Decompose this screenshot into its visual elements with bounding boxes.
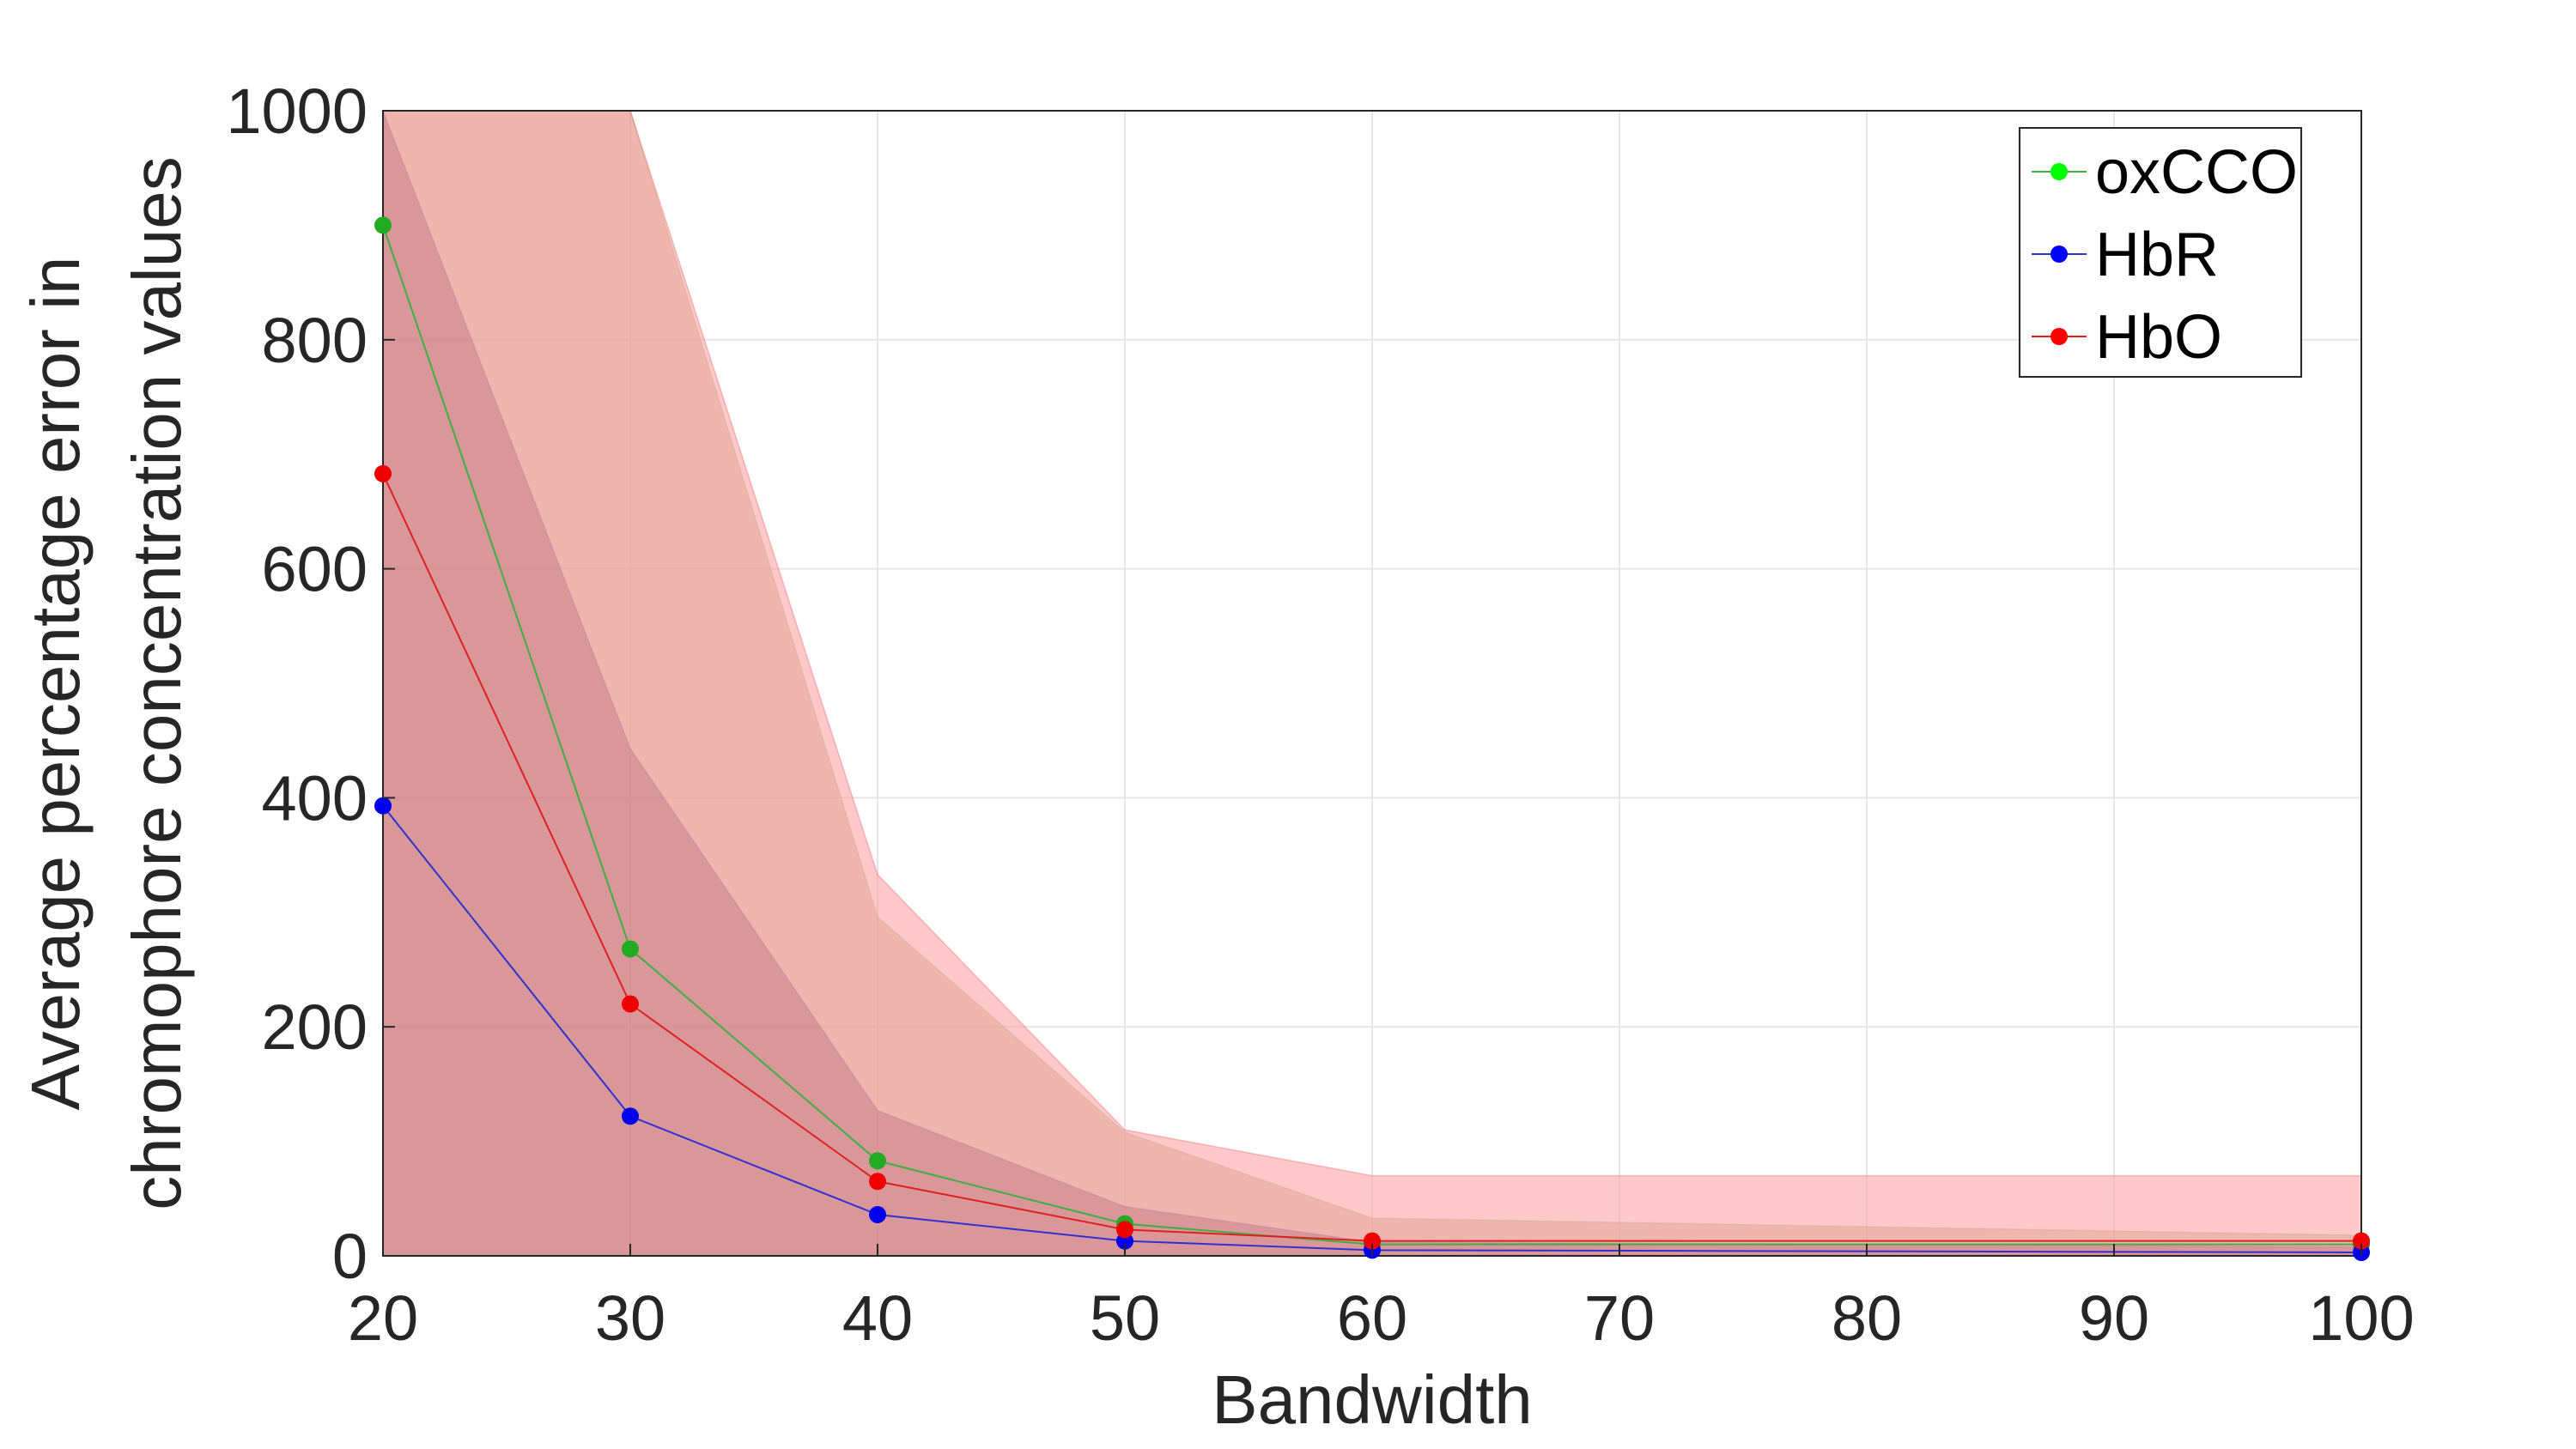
- y-tick-label: 600: [262, 534, 368, 605]
- x-tick-label: 70: [1584, 1282, 1655, 1354]
- legend-marker-oxcco: [2050, 163, 2068, 180]
- hbo-point: [374, 464, 392, 482]
- x-tick-label: 50: [1090, 1282, 1160, 1354]
- oxcco-point: [622, 940, 639, 958]
- oxcco-line: [383, 225, 2361, 1246]
- oxcco-point: [869, 1152, 886, 1170]
- legend-marker-hbo: [2050, 328, 2068, 345]
- hbr-point: [869, 1205, 886, 1223]
- y-axis-title-line-1: Average percentage error in: [17, 257, 94, 1111]
- legend-label-oxcco: oxCCO: [2095, 138, 2298, 207]
- y-tick-label: 200: [262, 991, 368, 1063]
- hbo-point: [1364, 1232, 1381, 1250]
- hbo-point: [622, 995, 639, 1013]
- series-lines: [383, 225, 2361, 1253]
- x-tick-label: 40: [842, 1282, 913, 1354]
- y-tick-label: 400: [262, 762, 368, 834]
- legend: oxCCO HbR HbO: [2019, 127, 2302, 378]
- x-tick-label: 80: [1832, 1282, 1902, 1354]
- y-axis-title: Average percentage error in chromophore …: [17, 156, 195, 1210]
- x-axis-title: Bandwidth: [1212, 1361, 1533, 1438]
- x-tick-label: 90: [2079, 1282, 2149, 1354]
- x-tick-label: 100: [2308, 1282, 2414, 1354]
- y-axis-ticks: 0 200 400 600 800 1000: [226, 76, 395, 1292]
- hbo-point: [869, 1173, 886, 1191]
- error-bands: [383, 111, 2361, 1256]
- hbr-point: [622, 1107, 639, 1125]
- y-tick-label: 1000: [226, 76, 368, 147]
- hbr-line: [383, 805, 2361, 1253]
- x-axis-ticks: 20 30 40 50 60 70 80 90 100: [348, 1244, 2415, 1354]
- x-tick-label: 20: [348, 1282, 418, 1354]
- hbo-error-band: [383, 111, 2361, 1256]
- hbo-point: [2353, 1232, 2370, 1250]
- series-markers: [374, 216, 2370, 1261]
- hbo-point: [1116, 1221, 1133, 1239]
- x-tick-label: 60: [1337, 1282, 1407, 1354]
- oxcco-point: [374, 216, 392, 234]
- y-axis-title-line-2: chromophore concentration values: [118, 156, 195, 1210]
- legend-label-hbr: HbR: [2095, 221, 2219, 289]
- hbr-point: [374, 797, 392, 815]
- x-tick-label: 30: [595, 1282, 665, 1354]
- y-tick-label: 0: [332, 1221, 368, 1292]
- legend-label-hbo: HbO: [2095, 303, 2222, 372]
- legend-marker-hbr: [2050, 246, 2068, 263]
- hbo-line: [383, 473, 2361, 1242]
- y-tick-label: 800: [262, 305, 368, 376]
